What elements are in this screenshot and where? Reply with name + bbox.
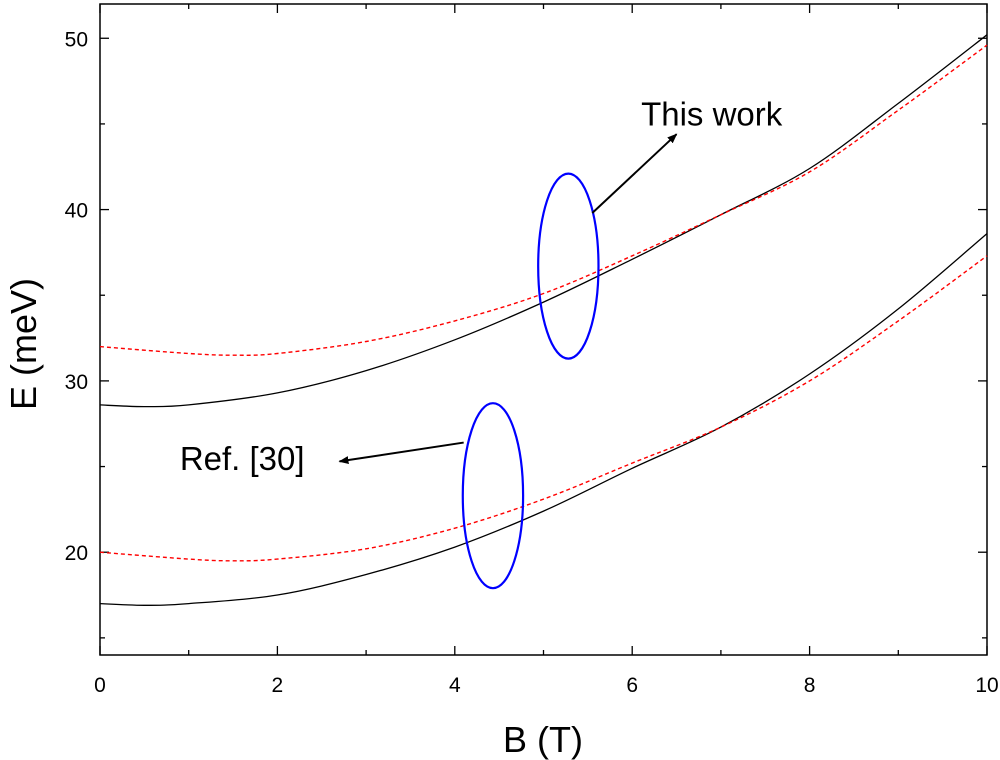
highlight-ellipse-2 <box>461 402 525 590</box>
y-tick-label: 30 <box>65 371 88 394</box>
x-axis-title: B (T) <box>503 719 583 760</box>
y-tick-label: 20 <box>65 542 88 565</box>
x-tick-label: 0 <box>94 674 106 697</box>
series-line-4-dashed <box>99 255 988 562</box>
annotation-label-1: This work <box>641 96 783 133</box>
plot-frame <box>99 3 988 656</box>
annotation-arrow-2 <box>338 441 464 465</box>
y-tick-label: 50 <box>65 28 88 51</box>
x-tick-label: 10 <box>975 674 998 697</box>
annotation-arrow-1 <box>591 133 678 214</box>
x-tick-label: 6 <box>626 674 638 697</box>
y-tick-label: 40 <box>65 200 88 223</box>
series-line-2-dashed <box>99 44 988 356</box>
y-axis-title: E (meV) <box>3 278 44 410</box>
x-tick-label: 8 <box>804 674 816 697</box>
highlight-ellipse-1 <box>537 172 600 360</box>
x-tick-label: 4 <box>449 674 461 697</box>
annotation-label-2: Ref. [30] <box>180 440 305 477</box>
series-line-1-solid <box>99 34 988 408</box>
series-line-3-solid <box>99 233 988 606</box>
x-tick-label: 2 <box>272 674 284 697</box>
plot-area: 0 2 4 6 8 10 20 30 40 50 This work Ref. [30] <box>65 3 999 697</box>
